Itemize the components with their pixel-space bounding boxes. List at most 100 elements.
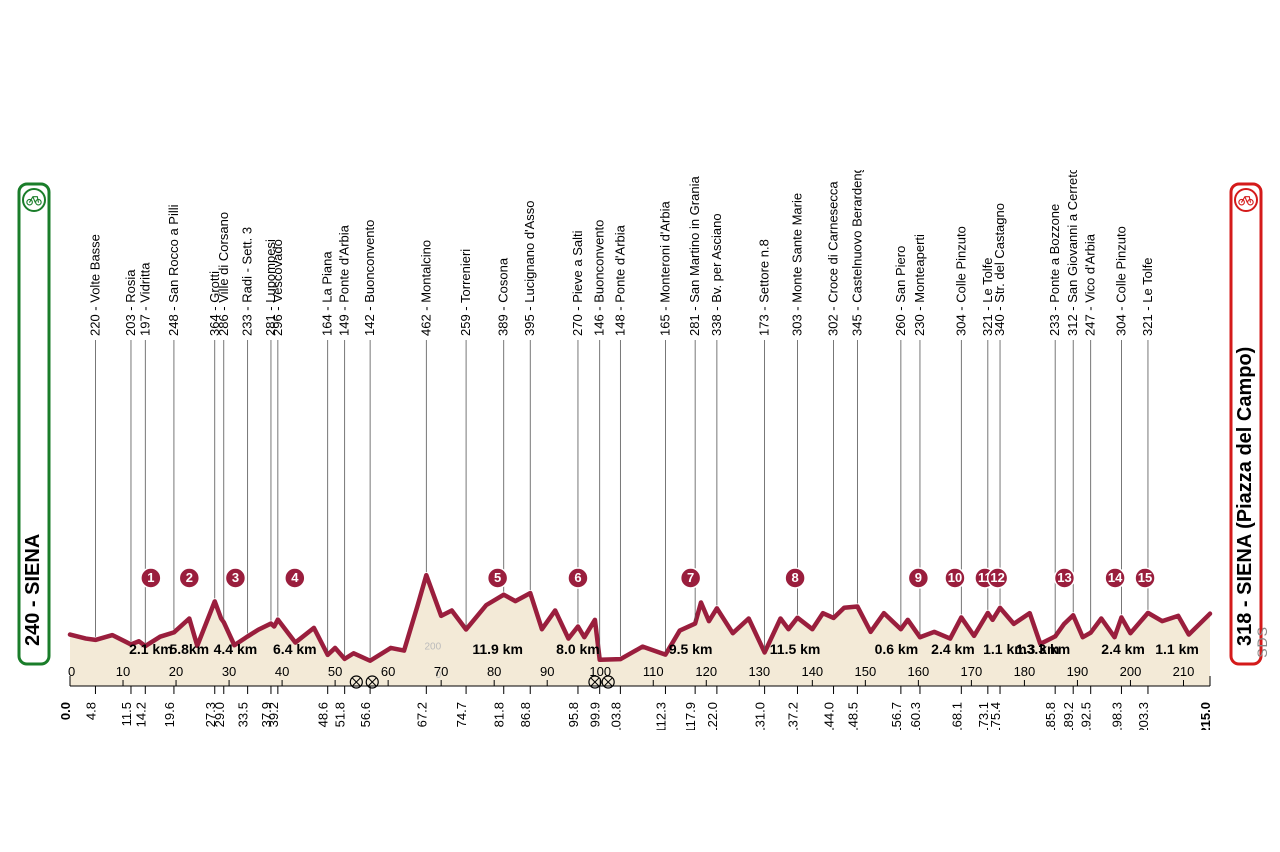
x-tick: 90: [540, 664, 554, 679]
x-tick: 20: [169, 664, 183, 679]
sector-badge-10: 10: [945, 568, 965, 588]
point-label: 303 - Monte Sante Marie: [789, 193, 804, 336]
svg-text:8: 8: [791, 570, 798, 585]
sector-badge-6: 6: [568, 568, 588, 588]
x-tick: 160: [908, 664, 930, 679]
point-label: 247 - Vico d'Arbia: [1083, 233, 1098, 336]
sector-badge-12: 12: [988, 568, 1008, 588]
x-tick: 10: [116, 664, 130, 679]
sector-length-3: 4.4 km: [214, 641, 258, 657]
x-tick: 60: [381, 664, 395, 679]
svg-text:4: 4: [291, 570, 299, 585]
sector-length-13: 3.3 km: [1027, 641, 1071, 657]
point-label: 164 - La Piana: [320, 251, 335, 336]
point-km: 48.6: [316, 702, 331, 727]
point-km: 160.3: [908, 702, 923, 730]
point-km: 137.2: [785, 702, 800, 730]
point-km: 203.3: [1136, 702, 1151, 730]
sector-badge-13: 13: [1054, 568, 1074, 588]
start-block: 240 - SIENA: [19, 184, 49, 664]
sector-length-15: 1.1 km: [1155, 641, 1199, 657]
sector-badge-7: 7: [681, 568, 701, 588]
sector-length-9: 0.6 km: [875, 641, 919, 657]
point-label: 312 - San Giovanni a Cerreto: [1065, 170, 1080, 336]
point-label: 338 - Bv. per Asciano: [709, 213, 724, 336]
point-km: 168.1: [949, 702, 964, 730]
sector-badge-1: 1: [141, 568, 161, 588]
watermark: SDS: [1254, 626, 1270, 658]
point-label: 270 - Pieve a Salti: [570, 230, 585, 336]
svg-text:6: 6: [574, 570, 581, 585]
sector-length-6: 8.0 km: [556, 641, 600, 657]
finish-block: 318 - SIENA (Piazza del Campo): [1231, 184, 1261, 664]
point-km: 185.8: [1043, 702, 1058, 730]
point-km: 39.2: [266, 702, 281, 727]
point-label: 304 - Colle Pinzuto: [953, 226, 968, 336]
point-km: 175.4: [988, 702, 1003, 730]
point-label: 165 - Monteroni d'Arbia: [657, 201, 672, 336]
point-km: 67.2: [414, 702, 429, 727]
sector-length-4: 6.4 km: [273, 641, 317, 657]
sector-badge-14: 14: [1105, 568, 1125, 588]
point-km: 148.5: [845, 702, 860, 730]
sector-length-1: 2.1 km: [129, 641, 173, 657]
point-label: 281 - San Martino in Grania: [687, 176, 702, 336]
svg-text:318 - SIENA (Piazza del Campo): 318 - SIENA (Piazza del Campo): [1234, 347, 1256, 646]
x-tick: 130: [748, 664, 770, 679]
elevation-profile-chart: 0200102030405060708090100110120130140150…: [0, 170, 1280, 730]
x-tick: 30: [222, 664, 236, 679]
point-label: 142 - Buonconvento: [362, 220, 377, 336]
x-tick: 70: [434, 664, 448, 679]
sector-badge-2: 2: [179, 568, 199, 588]
sector-length-10: 2.4 km: [931, 641, 975, 657]
x-tick: 210: [1173, 664, 1195, 679]
point-label: 259 - Torrenieri: [458, 249, 473, 336]
svg-text:0.0: 0.0: [58, 702, 73, 720]
point-label: 321 - Le Tolfe: [1140, 257, 1155, 336]
x-tick: 50: [328, 664, 342, 679]
point-label: 395 - Lucignano d'Asso: [522, 201, 537, 336]
point-km: 95.8: [566, 702, 581, 727]
point-km: 131.0: [753, 702, 768, 730]
sector-length-5: 11.9 km: [472, 641, 523, 657]
svg-text:1: 1: [147, 570, 154, 585]
x-tick: 170: [961, 664, 983, 679]
point-label: 173 - Settore n.8: [757, 239, 772, 336]
svg-text:13: 13: [1057, 570, 1071, 585]
x-tick: 200: [1120, 664, 1142, 679]
sector-length-2: 5.8km: [169, 641, 209, 657]
x-tick: 110: [643, 664, 664, 679]
x-tick: 40: [275, 664, 289, 679]
point-label: 462 - Montalcino: [418, 240, 433, 336]
sector-badge-8: 8: [785, 568, 805, 588]
x-tick: 190: [1067, 664, 1089, 679]
point-km: 156.7: [889, 702, 904, 730]
point-label: 248 - San Rocco a Pilli: [166, 204, 181, 336]
elev-grid-label: 200: [424, 641, 441, 652]
point-km: 86.8: [518, 702, 533, 727]
point-km: 117.9: [683, 702, 698, 730]
x-tick: 120: [695, 664, 717, 679]
sector-badge-9: 9: [908, 568, 928, 588]
svg-text:14: 14: [1108, 570, 1123, 585]
point-label: 296 - Vescovado: [270, 239, 285, 336]
point-label: 302 - Croce di Carnesecca: [826, 181, 841, 336]
sector-length-7: 9.5 km: [669, 641, 713, 657]
point-km: 112.3: [653, 702, 668, 730]
point-label: 149 - Ponte d'Arbia: [337, 224, 352, 336]
point-label: 286 - Ville di Corsano: [216, 212, 231, 336]
svg-text:2: 2: [186, 570, 193, 585]
point-km: 103.8: [608, 702, 623, 730]
point-km: 33.5: [236, 702, 251, 727]
svg-text:12: 12: [990, 570, 1004, 585]
point-label: 197 - Vidritta: [137, 262, 152, 336]
sector-badge-3: 3: [225, 568, 245, 588]
point-km: 51.8: [333, 702, 348, 727]
svg-text:5: 5: [494, 570, 501, 585]
sector-badge-4: 4: [285, 568, 305, 588]
point-km: 4.8: [83, 702, 98, 720]
point-km: 56.6: [358, 702, 373, 727]
point-km: 189.2: [1061, 702, 1076, 730]
point-label: 340 - Str. del Castagno: [992, 203, 1007, 336]
point-label: 146 - Buonconvento: [592, 220, 607, 336]
